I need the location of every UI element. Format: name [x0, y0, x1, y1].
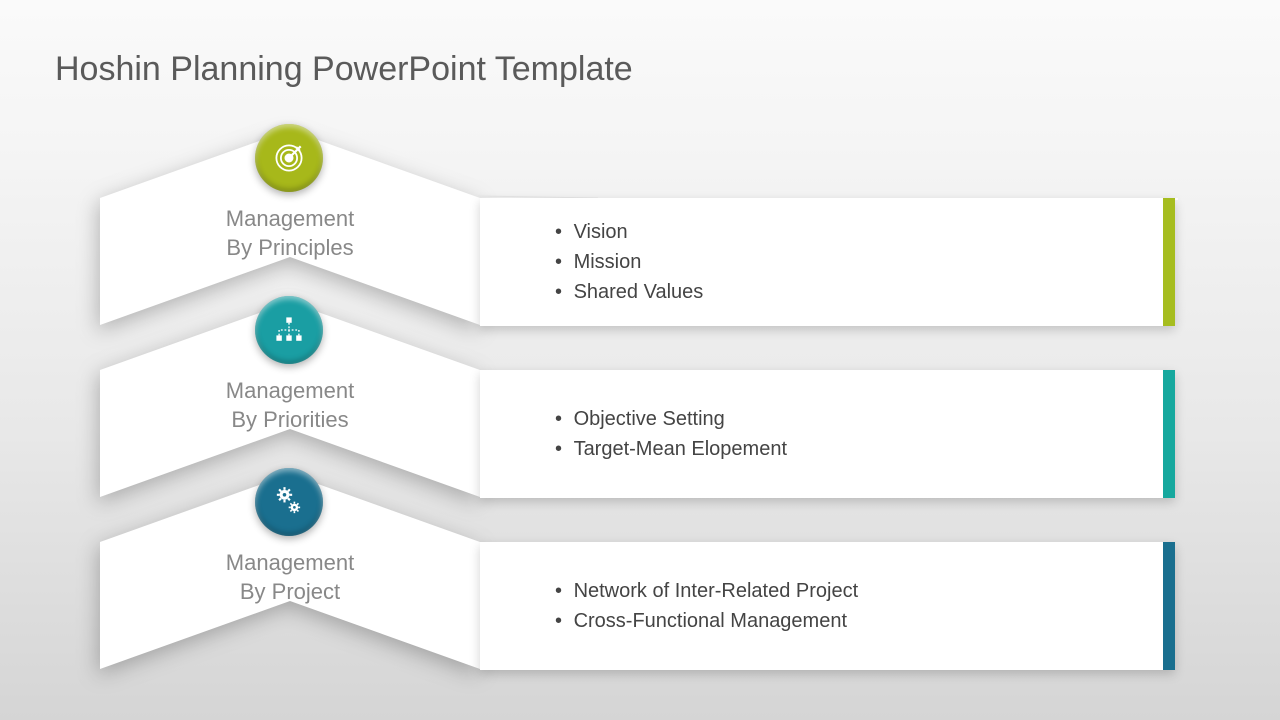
hierarchy-icon [255, 296, 323, 364]
bullet-item: Cross-Functional Management [555, 606, 858, 636]
content-box: Network of Inter-Related Project Cross-F… [480, 542, 1175, 670]
bullet-list: Vision Mission Shared Values [480, 217, 703, 307]
gears-icon [255, 468, 323, 536]
bullet-item: Objective Setting [555, 404, 787, 434]
diagram-row: Management By Priorities Objective Setti… [100, 302, 1175, 477]
label-line2: By Project [240, 579, 340, 604]
bullet-list: Objective Setting Target-Mean Elopement [480, 404, 787, 464]
hoshin-diagram: Management By Principles Vision Mission … [100, 130, 1175, 655]
label-line1: Management [226, 378, 354, 403]
label-line2: By Principles [226, 235, 353, 260]
bullet-item: Network of Inter-Related Project [555, 576, 858, 606]
label-line2: By Priorities [231, 407, 348, 432]
bullet-item: Vision [555, 217, 703, 247]
slide-title: Hoshin Planning PowerPoint Template [55, 50, 633, 89]
row-label: Management By Priorities [195, 377, 385, 434]
bullet-item: Mission [555, 247, 703, 277]
label-line1: Management [226, 550, 354, 575]
bullet-item: Target-Mean Elopement [555, 434, 787, 464]
bullet-list: Network of Inter-Related Project Cross-F… [480, 576, 858, 636]
diagram-row: Management By Project Network of Inter-R… [100, 474, 1175, 649]
row-label: Management By Project [195, 549, 385, 606]
accent-bar [1163, 542, 1175, 670]
row-label: Management By Principles [195, 205, 385, 262]
diagram-row: Management By Principles Vision Mission … [100, 130, 1175, 305]
label-line1: Management [226, 206, 354, 231]
target-icon [255, 124, 323, 192]
